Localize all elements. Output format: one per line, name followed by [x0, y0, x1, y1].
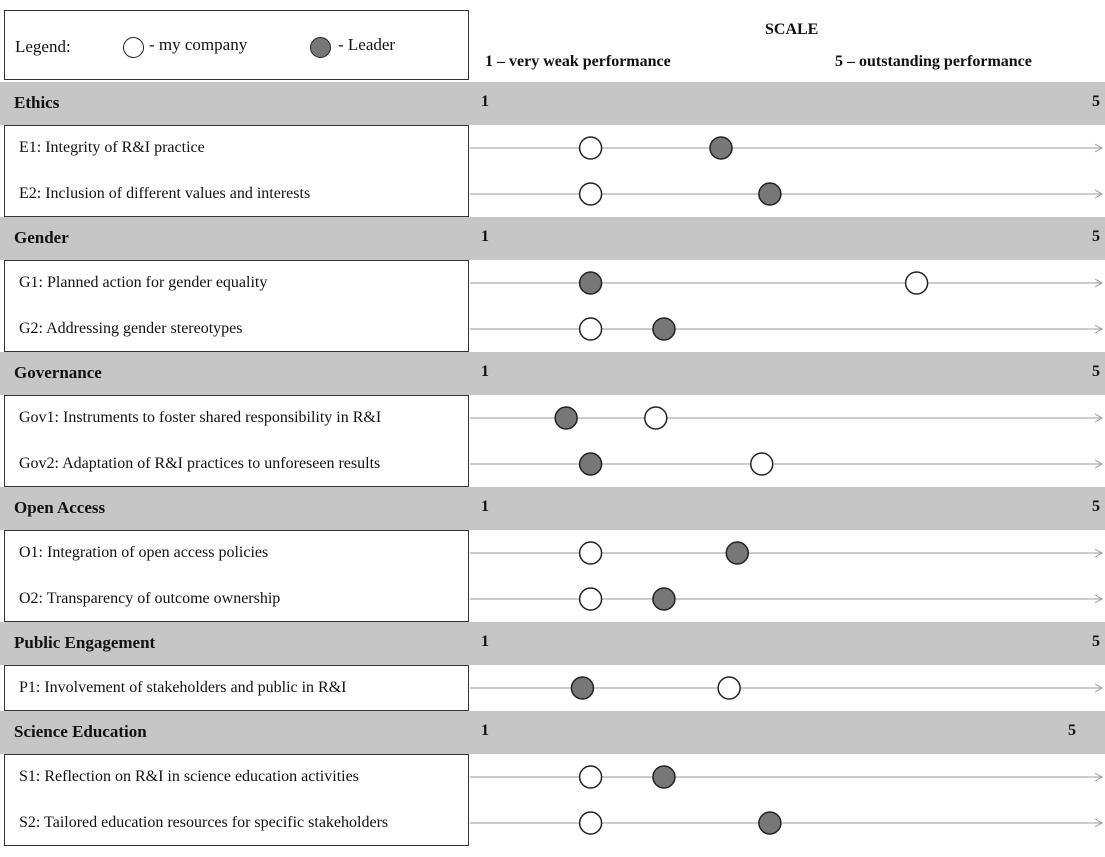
- category-scale-end: 5: [1092, 633, 1100, 650]
- leader-marker: [578, 452, 603, 476]
- scale-arrow-icon: [1094, 459, 1104, 469]
- scale-arrow-icon: [1094, 278, 1104, 288]
- leader-marker: [570, 676, 595, 700]
- category-name: Public Engagement: [14, 633, 156, 652]
- scale-arrow-icon: [1094, 548, 1104, 558]
- item-label: O2: Transparency of outcome ownership: [19, 590, 281, 607]
- leader-marker: [725, 541, 750, 565]
- category-scale-end: 5: [1092, 93, 1100, 110]
- category-scale-start: 1: [481, 93, 489, 110]
- my-company-marker: [578, 541, 603, 565]
- item-label: O1: Integration of open access policies: [19, 544, 269, 561]
- scale-arrow-icon: [1094, 683, 1104, 693]
- category-scale-start: 1: [481, 498, 489, 515]
- leader-marker: [709, 136, 733, 160]
- scale-high-label: 5 – outstanding performance: [835, 53, 1032, 70]
- legend-leader-text: - Leader: [338, 35, 396, 54]
- legend-my-company-text: - my company: [149, 35, 248, 54]
- my-company-marker: [578, 317, 603, 341]
- category-name: Governance: [14, 363, 102, 382]
- category-header: Gender 1 5: [0, 217, 1105, 260]
- item-label: E1: Integrity of R&I practice: [19, 139, 205, 156]
- category-scale-end: 5: [1068, 722, 1076, 739]
- scale-title: SCALE: [765, 21, 819, 38]
- category-scale-start: 1: [481, 722, 489, 739]
- my-company-marker-icon: [123, 37, 144, 58]
- item-label: G2: Addressing gender stereotypes: [19, 320, 243, 337]
- scale-low-label: 1 – very weak performance: [485, 53, 671, 70]
- my-company-marker: [904, 271, 929, 295]
- category-scale-start: 1: [481, 633, 489, 650]
- category-items-box: O1: Integration of open access policies O…: [4, 530, 469, 622]
- scale-arrow-icon: [1094, 143, 1104, 153]
- category-items-box: G1: Planned action for gender equality G2…: [4, 260, 469, 352]
- my-company-marker: [578, 136, 603, 160]
- category-name: Ethics: [14, 93, 60, 112]
- category-header: Open Access 1 5: [0, 487, 1105, 530]
- scale-arrow-icon: [1094, 324, 1104, 334]
- category-items-box: Gov1: Instruments to foster shared respo…: [4, 395, 469, 487]
- category-scale-start: 1: [481, 363, 489, 380]
- category-items-box: P1: Involvement of stakeholders and publ…: [4, 665, 469, 711]
- scale-arrow-icon: [1094, 818, 1104, 828]
- my-company-marker: [578, 182, 603, 206]
- my-company-marker: [578, 587, 603, 611]
- my-company-marker: [717, 676, 741, 700]
- category-name: Open Access: [14, 498, 106, 517]
- category-scale-end: 5: [1092, 363, 1100, 380]
- my-company-marker: [578, 765, 603, 789]
- category-scale-start: 1: [481, 228, 489, 245]
- item-label: S2: Tailored education resources for spe…: [19, 814, 389, 831]
- category-name: Science Education: [14, 722, 147, 741]
- category-header: Science Education 1 5: [0, 711, 1105, 754]
- category-scale-end: 5: [1092, 228, 1100, 245]
- leader-marker-icon: [310, 37, 331, 58]
- my-company-marker: [750, 452, 774, 476]
- scale-arrow-icon: [1094, 594, 1104, 604]
- item-label: P1: Involvement of stakeholders and publ…: [19, 679, 347, 696]
- scale-arrow-icon: [1094, 772, 1104, 782]
- item-label: Gov1: Instruments to foster shared respo…: [19, 409, 382, 426]
- scale-arrow-icon: [1094, 189, 1104, 199]
- item-label: G1: Planned action for gender equality: [19, 274, 268, 291]
- category-items-box: E1: Integrity of R&I practice E2: Inclusi…: [4, 125, 469, 217]
- leader-marker: [652, 317, 676, 341]
- item-label: E2: Inclusion of different values and in…: [19, 185, 311, 202]
- leader-marker: [758, 182, 782, 206]
- scale-arrow-icon: [1094, 413, 1104, 423]
- category-scale-end: 5: [1092, 498, 1100, 515]
- leader-marker: [652, 587, 676, 611]
- category-header: Public Engagement 1 5: [0, 622, 1105, 665]
- category-name: Gender: [14, 228, 69, 247]
- category-items-box: S1: Reflection on R&I in science educati…: [4, 754, 469, 846]
- leader-marker: [758, 811, 782, 835]
- legend-box: Legend: - my company - Leader: [4, 10, 469, 80]
- leader-marker: [554, 406, 578, 430]
- leader-marker: [652, 765, 676, 789]
- item-label: S1: Reflection on R&I in science educati…: [19, 768, 359, 785]
- leader-marker: [578, 271, 603, 295]
- my-company-marker: [644, 406, 668, 430]
- category-header: Ethics 1 5: [0, 82, 1105, 125]
- my-company-marker: [578, 811, 603, 835]
- item-label: Gov2: Adaptation of R&I practices to unf…: [19, 455, 381, 472]
- category-header: Governance 1 5: [0, 352, 1105, 395]
- legend-label: Legend:: [15, 37, 71, 56]
